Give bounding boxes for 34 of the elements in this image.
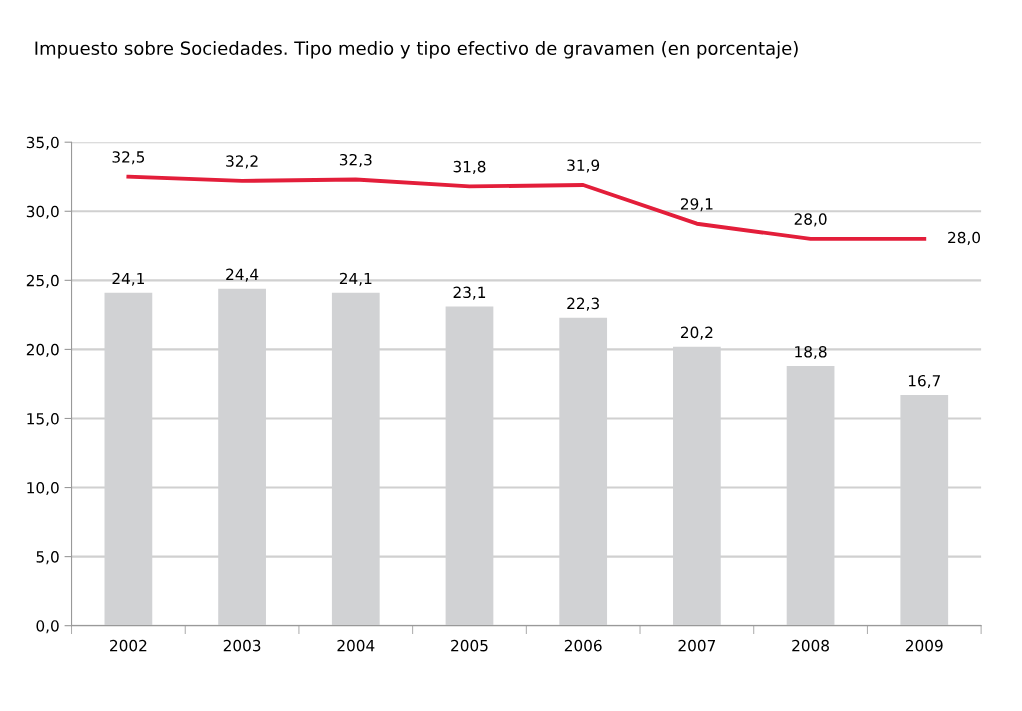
y-tick-label: 35,0 — [26, 136, 59, 150]
data-label: 32,3 — [339, 153, 372, 168]
line-series — [126, 174, 927, 241]
x-tick-label: 2002 — [110, 639, 147, 652]
y-tick-label: 10,0 — [27, 482, 59, 496]
y-tick-label: 15,0 — [27, 412, 59, 427]
x-tick-label: 2003 — [223, 639, 261, 652]
data-label: 20,2 — [680, 326, 713, 340]
x-tick-label: 2008 — [792, 639, 829, 652]
y-tick-label: 0,0 — [36, 620, 59, 634]
data-label: 24,4 — [226, 268, 259, 282]
data-label: 22,3 — [567, 297, 599, 311]
y-tick-label: 20,0 — [26, 343, 59, 357]
x-tick-label: 2007 — [678, 639, 716, 652]
data-label: 24,1 — [112, 272, 144, 286]
data-label: 28,0 — [948, 231, 981, 245]
data-label: 23,1 — [453, 286, 486, 300]
x-tick-label: 2004 — [337, 639, 375, 652]
y-tick-label: 5,0 — [36, 551, 59, 565]
data-label: 31,9 — [567, 159, 600, 173]
y-tick-label: 25,0 — [26, 274, 59, 288]
data-label: 24,1 — [339, 272, 372, 286]
chart-title: Impuesto sobre Sociedades. Tipo medio y tipo efectivo de gravamen (en porcentaje) — [35, 41, 798, 59]
data-label: 32,2 — [226, 155, 258, 169]
x-tick-label: 2006 — [564, 639, 602, 652]
data-label: 32,5 — [112, 151, 145, 165]
x-tick-label: 2005 — [451, 639, 488, 652]
data-label: 28,0 — [794, 213, 827, 227]
x-tick-label: 2009 — [905, 639, 943, 652]
data-label: 16,7 — [908, 374, 940, 389]
y-tick-label: 30,0 — [26, 205, 59, 219]
data-label: 18,8 — [795, 345, 827, 360]
data-label: 29,1 — [680, 198, 713, 212]
data-label: 31,8 — [453, 160, 486, 174]
